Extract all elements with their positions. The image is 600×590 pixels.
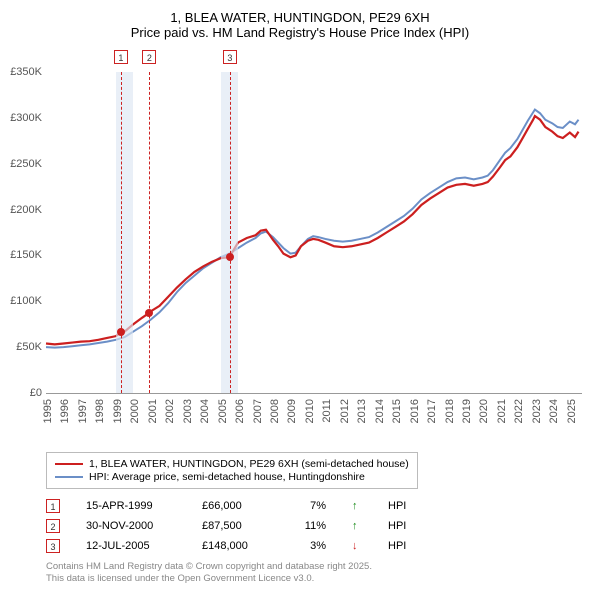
x-tick-label: 2006 xyxy=(234,399,246,423)
x-tick-label: 2000 xyxy=(129,399,141,423)
x-tick-label: 2002 xyxy=(164,399,176,423)
transaction-row: 2 30-NOV-2000 £87,500 11% ↑ HPI xyxy=(46,519,582,533)
y-tick-label: £300K xyxy=(10,112,42,124)
x-tick-label: 1998 xyxy=(94,399,106,423)
footer-line1: Contains HM Land Registry data © Crown c… xyxy=(46,561,582,573)
title-address: 1, BLEA WATER, HUNTINGDON, PE29 6XH xyxy=(18,10,582,25)
x-tick-label: 2009 xyxy=(286,399,298,423)
shade-band xyxy=(116,72,133,393)
legend: 1, BLEA WATER, HUNTINGDON, PE29 6XH (sem… xyxy=(46,452,418,489)
x-tick-label: 2005 xyxy=(217,399,229,423)
x-tick-label: 2018 xyxy=(444,399,456,423)
tx-num-box: 3 xyxy=(46,539,60,553)
y-tick-label: £350K xyxy=(10,66,42,78)
legend-label: 1, BLEA WATER, HUNTINGDON, PE29 6XH (sem… xyxy=(89,458,409,470)
marker-dot xyxy=(226,253,234,261)
y-tick-label: £250K xyxy=(10,158,42,170)
footer: Contains HM Land Registry data © Crown c… xyxy=(46,561,582,586)
title-block: 1, BLEA WATER, HUNTINGDON, PE29 6XH Pric… xyxy=(18,10,582,40)
transaction-row: 3 12-JUL-2005 £148,000 3% ↓ HPI xyxy=(46,539,582,553)
x-tick-label: 2016 xyxy=(409,399,421,423)
chart-container: 1, BLEA WATER, HUNTINGDON, PE29 6XH Pric… xyxy=(0,0,600,590)
legend-swatch xyxy=(55,476,83,478)
tx-tag: HPI xyxy=(388,500,406,512)
tx-date: 12-JUL-2005 xyxy=(86,540,176,552)
tx-date: 30-NOV-2000 xyxy=(86,520,176,532)
x-tick-label: 2012 xyxy=(339,399,351,423)
title-subtitle: Price paid vs. HM Land Registry's House … xyxy=(18,25,582,40)
tx-tag: HPI xyxy=(388,520,406,532)
marker-box: 2 xyxy=(142,50,156,64)
x-tick-label: 2004 xyxy=(199,399,211,423)
x-tick-label: 2025 xyxy=(566,399,578,423)
tx-price: £66,000 xyxy=(202,500,272,512)
marker-box: 1 xyxy=(114,50,128,64)
tx-num-box: 2 xyxy=(46,519,60,533)
x-tick-label: 2017 xyxy=(426,399,438,423)
y-tick-label: £50K xyxy=(16,341,42,353)
x-tick-label: 2022 xyxy=(513,399,525,423)
x-tick-label: 2021 xyxy=(496,399,508,423)
y-tick-label: £100K xyxy=(10,295,42,307)
x-tick-label: 2011 xyxy=(321,399,333,423)
x-tick-label: 2003 xyxy=(182,399,194,423)
x-tick-label: 2020 xyxy=(478,399,490,423)
x-tick-label: 2014 xyxy=(374,399,386,423)
x-tick-label: 2007 xyxy=(252,399,264,423)
x-tick-label: 2010 xyxy=(304,399,316,423)
x-tick-label: 1999 xyxy=(112,399,124,423)
marker-box: 3 xyxy=(223,50,237,64)
marker-dot xyxy=(145,309,153,317)
x-tick-label: 2008 xyxy=(269,399,281,423)
tx-date: 15-APR-1999 xyxy=(86,500,176,512)
y-tick-label: £150K xyxy=(10,249,42,261)
footer-line2: This data is licensed under the Open Gov… xyxy=(46,573,582,585)
legend-swatch xyxy=(55,463,83,465)
tx-arrow-icon: ↑ xyxy=(352,520,362,532)
tx-pct: 11% xyxy=(298,520,326,532)
tx-pct: 3% xyxy=(298,540,326,552)
plot-region: £0£50K£100K£150K£200K£250K£300K£350K1995… xyxy=(46,72,582,394)
marker-dash xyxy=(121,72,122,393)
tx-price: £148,000 xyxy=(202,540,272,552)
x-tick-label: 2019 xyxy=(461,399,473,423)
x-tick-label: 2024 xyxy=(548,399,560,423)
x-tick-label: 1995 xyxy=(42,399,54,423)
tx-arrow-icon: ↓ xyxy=(352,540,362,552)
legend-label: HPI: Average price, semi-detached house,… xyxy=(89,471,365,483)
marker-dash xyxy=(230,72,231,393)
tx-num-box: 1 xyxy=(46,499,60,513)
tx-price: £87,500 xyxy=(202,520,272,532)
x-tick-label: 2001 xyxy=(147,399,159,423)
y-tick-label: £0 xyxy=(30,387,42,399)
tx-arrow-icon: ↑ xyxy=(352,500,362,512)
legend-row: 1, BLEA WATER, HUNTINGDON, PE29 6XH (sem… xyxy=(55,458,409,470)
x-tick-label: 2015 xyxy=(391,399,403,423)
marker-dot xyxy=(117,328,125,336)
y-tick-label: £200K xyxy=(10,204,42,216)
legend-row: HPI: Average price, semi-detached house,… xyxy=(55,471,409,483)
x-tick-label: 2023 xyxy=(531,399,543,423)
tx-tag: HPI xyxy=(388,540,406,552)
x-tick-label: 1997 xyxy=(77,399,89,423)
transaction-table: 1 15-APR-1999 £66,000 7% ↑ HPI 2 30-NOV-2000 £87… xyxy=(46,499,582,553)
chart-area: £0£50K£100K£150K£200K£250K£300K£350K1995… xyxy=(46,48,582,448)
transaction-row: 1 15-APR-1999 £66,000 7% ↑ HPI xyxy=(46,499,582,513)
x-tick-label: 2013 xyxy=(356,399,368,423)
marker-dash xyxy=(149,72,150,393)
tx-pct: 7% xyxy=(298,500,326,512)
x-tick-label: 1996 xyxy=(59,399,71,423)
